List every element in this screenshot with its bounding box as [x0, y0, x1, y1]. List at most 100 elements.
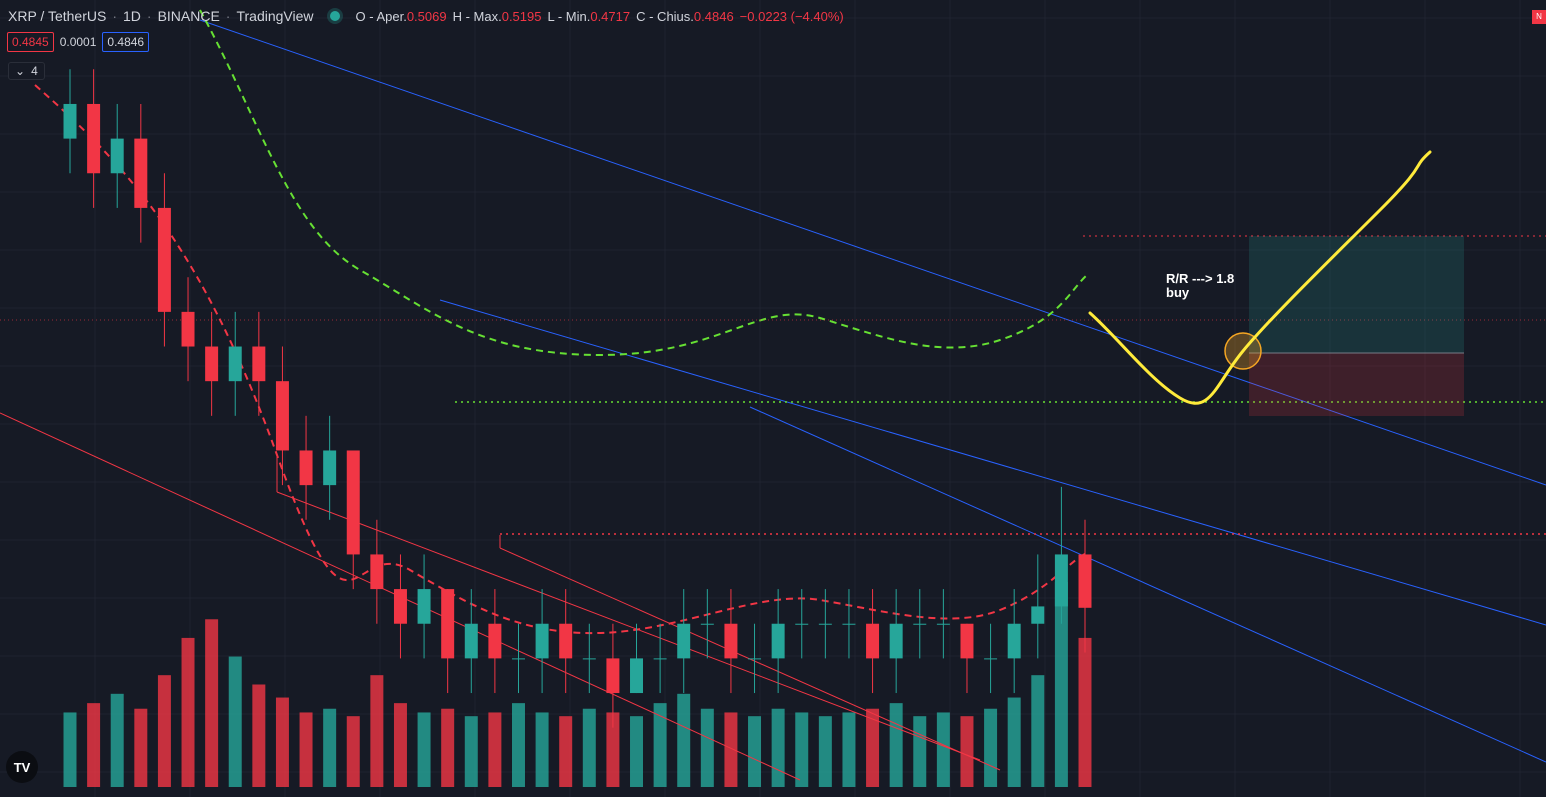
- candle-body: [346, 450, 360, 555]
- candle-body: [464, 623, 478, 659]
- volume-bar: [889, 703, 903, 787]
- candle-body: [677, 623, 691, 659]
- candle-body: [818, 623, 832, 625]
- candle-body: [984, 658, 998, 660]
- candle-body: [559, 623, 573, 659]
- channel-lower-line: [749, 406, 1546, 763]
- candle-body: [913, 623, 927, 625]
- quote-row: 0.4845 0.0001 0.4846: [7, 32, 150, 52]
- candle-body: [87, 103, 101, 174]
- volume-bar: [818, 716, 832, 787]
- volume-bar: [393, 703, 407, 787]
- chevron-down-icon: ⌄: [15, 64, 26, 78]
- bid-button[interactable]: 0.4845: [7, 32, 54, 52]
- low-value: 0.4717: [590, 8, 631, 24]
- candle-body: [795, 623, 809, 625]
- candle-body: [960, 623, 974, 659]
- volume-bar: [252, 684, 266, 787]
- market-status-icon[interactable]: [329, 11, 340, 21]
- candle-body: [1054, 554, 1068, 607]
- candle-body: [936, 623, 950, 625]
- volume-bar: [936, 712, 950, 787]
- volume-bar: [606, 712, 620, 787]
- envelope-bands: [34, 9, 1088, 635]
- volume-bar: [441, 708, 455, 787]
- change-value: −0.0223 (−4.40%): [739, 8, 844, 24]
- volume-bar: [1054, 582, 1068, 787]
- ohlc-values: O - Aper.0.5069 H - Max.0.5195 L - Min.0…: [355, 8, 844, 24]
- volume-bar: [323, 708, 337, 787]
- volume-bar: [346, 716, 360, 787]
- risk-reward-zone: [1224, 236, 1464, 416]
- annotation-buy: buy: [1166, 285, 1190, 300]
- candle-body: [606, 658, 620, 694]
- exchange: BINANCE: [157, 8, 220, 24]
- candle-body: [157, 207, 171, 312]
- candle-body: [1078, 554, 1092, 608]
- candle-body: [134, 138, 148, 208]
- volume-bar: [866, 708, 880, 787]
- volume-bar: [960, 716, 974, 787]
- projection-path: [1088, 150, 1432, 405]
- candle-body: [724, 623, 738, 659]
- annotation-rr: R/R ---> 1.8: [1166, 271, 1234, 286]
- candle-body: [889, 623, 903, 659]
- volume-bar: [511, 703, 525, 787]
- volume-bar: [464, 716, 478, 787]
- volume-bar: [275, 697, 289, 787]
- candle-body: [275, 381, 289, 451]
- price-levels: [0, 235, 1546, 535]
- provider: TradingView: [236, 8, 314, 24]
- candle-body: [511, 658, 525, 660]
- lower-band-line: [34, 84, 1088, 635]
- candle-body: [866, 623, 880, 659]
- spread-value: 0.0001: [59, 35, 97, 49]
- candle-body: [535, 623, 549, 659]
- ask-button[interactable]: 0.4846: [102, 32, 150, 52]
- candle-body: [582, 658, 596, 660]
- volume-bar: [228, 656, 242, 787]
- volume-bar: [582, 708, 596, 787]
- notification-badge[interactable]: N: [1532, 10, 1546, 24]
- candle-body: [842, 623, 856, 625]
- red-channel-line-2: [276, 491, 981, 761]
- volume-bar: [370, 675, 384, 787]
- candlesticks: [63, 69, 1092, 728]
- candle-body: [748, 658, 762, 660]
- volume-bar: [984, 708, 998, 787]
- volume-bar: [771, 708, 785, 787]
- candle-body: [299, 450, 313, 486]
- volume-bar: [748, 716, 762, 787]
- candle-body: [700, 623, 714, 625]
- volume-bar: [559, 716, 573, 787]
- volume-bar: [181, 637, 195, 787]
- candle-body: [63, 103, 77, 139]
- volume-bar: [842, 712, 856, 787]
- volume-bar: [110, 693, 124, 787]
- candle-body: [441, 589, 455, 659]
- high-value: 0.5195: [501, 8, 542, 24]
- candle-body: [252, 346, 266, 382]
- indicators-toggle[interactable]: ⌄ 4: [8, 62, 45, 80]
- volume-bar: [677, 693, 691, 787]
- candle-body: [393, 589, 407, 624]
- target-zone: [1249, 236, 1464, 353]
- volume-bar: [653, 703, 667, 787]
- symbol-name[interactable]: XRP / TetherUS: [8, 8, 107, 24]
- candle-body: [1007, 623, 1021, 659]
- candle-body: [370, 554, 384, 590]
- volume-bar: [63, 712, 77, 787]
- open-value: 0.5069: [406, 8, 447, 24]
- volume-bars: [63, 582, 1092, 787]
- tradingview-logo-icon[interactable]: TV: [6, 751, 38, 783]
- interval[interactable]: 1D: [122, 8, 141, 24]
- volume-bar: [724, 712, 738, 787]
- projected-price-path: [1088, 150, 1432, 405]
- volume-bar: [1078, 637, 1092, 787]
- candle-body: [205, 346, 219, 382]
- candle-body: [323, 450, 337, 486]
- upper-band-line: [199, 9, 1088, 357]
- close-value: 0.4846: [693, 8, 734, 24]
